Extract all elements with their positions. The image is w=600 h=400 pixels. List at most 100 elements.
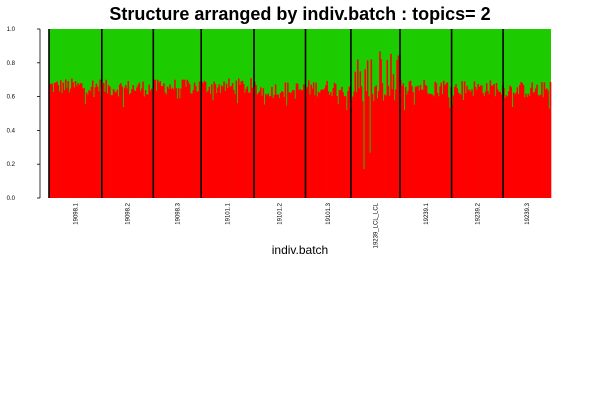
sample-bar: [138, 82, 141, 198]
sample-bar: [477, 83, 479, 198]
sample-bar: [402, 83, 405, 198]
sample-bar: [519, 85, 521, 198]
sample-bar: [80, 83, 83, 198]
sample-bar: [273, 94, 276, 198]
sample-bar: [196, 91, 198, 198]
sample-bar: [358, 88, 360, 198]
sample-bar: [380, 59, 382, 198]
sample-bar: [332, 87, 335, 198]
sample-bar: [337, 103, 339, 198]
sample-bar: [546, 88, 548, 198]
sample-bar: [492, 85, 494, 198]
sample-bar: [484, 91, 487, 198]
sample-bar: [225, 83, 228, 198]
sample-bar: [103, 83, 105, 198]
sample-bar: [60, 80, 62, 198]
sample-bar: [433, 96, 435, 198]
sample-bar: [449, 107, 451, 198]
sample-bar: [285, 105, 288, 198]
x-tick-label: 19101.2: [278, 202, 284, 224]
sample-bar: [412, 92, 414, 198]
sample-bar: [328, 94, 331, 198]
sample-bar: [228, 78, 230, 198]
sample-bar: [274, 84, 277, 198]
sample-bar: [223, 81, 225, 198]
sample-bar: [56, 81, 58, 198]
sample-bar: [131, 89, 133, 198]
x-tick-label: 19101.1: [226, 202, 232, 224]
sample-bar: [160, 86, 163, 198]
sample-bar: [458, 93, 461, 198]
sample-bar: [478, 86, 481, 198]
sample-bar: [360, 86, 363, 198]
y-tick-label: 0.0: [7, 196, 16, 202]
sample-bar: [296, 83, 299, 198]
sample-bar: [457, 92, 460, 198]
sample-bar: [505, 95, 508, 198]
sample-bar: [89, 91, 92, 198]
sample-bar: [489, 80, 492, 198]
sample-bar: [139, 91, 142, 198]
sample-bar: [306, 87, 309, 198]
sample-bar: [161, 86, 164, 198]
sample-bar: [420, 89, 423, 198]
sample-bar: [471, 89, 473, 198]
sample-bar: [191, 93, 193, 198]
sample-bar: [539, 94, 542, 198]
sample-bar: [462, 100, 465, 198]
sample-bar: [235, 80, 238, 198]
sample-bar: [143, 96, 146, 198]
sample-bar: [403, 110, 406, 198]
y-tick-label: 0.4: [7, 128, 16, 134]
sample-bar: [71, 78, 73, 198]
sample-bar: [320, 90, 322, 198]
sample-bar: [256, 94, 258, 198]
sample-bar: [159, 81, 161, 198]
sample-bar: [343, 96, 346, 198]
sample-bar: [440, 82, 443, 198]
sample-bar: [469, 91, 472, 198]
sample-bar: [387, 85, 390, 198]
sample-bar: [490, 85, 493, 198]
sample-bar: [441, 94, 444, 198]
sample-bar: [415, 86, 418, 198]
sample-bar: [488, 94, 490, 198]
sample-bar: [249, 92, 251, 198]
sample-bar: [130, 93, 132, 198]
sample-bar: [498, 91, 500, 198]
sample-bar: [298, 90, 300, 198]
sample-bar: [94, 87, 96, 198]
sample-bar: [157, 79, 159, 198]
sample-bar: [516, 87, 519, 198]
sample-bar: [55, 82, 57, 198]
sample-bar: [355, 92, 358, 198]
sample-bar: [165, 94, 168, 198]
sample-bar: [429, 93, 432, 198]
sample-bar: [118, 84, 121, 198]
sample-bar: [396, 60, 398, 199]
sample-bar: [251, 87, 254, 198]
sample-bar: [377, 91, 380, 198]
sample-bar: [321, 89, 324, 198]
sample-bar: [344, 96, 347, 198]
sample-bar: [142, 81, 144, 198]
sample-bar: [452, 95, 455, 198]
sample-bar: [257, 93, 260, 198]
sample-bar: [110, 95, 112, 198]
sample-bar: [482, 93, 484, 198]
sample-bar: [413, 104, 416, 198]
sample-bar: [172, 89, 175, 198]
sample-bar: [61, 93, 63, 198]
sample-bar: [411, 86, 413, 198]
sample-bar: [366, 60, 369, 199]
sample-bar: [424, 84, 427, 198]
x-tick-label: 19098.2: [126, 202, 132, 224]
sample-bar: [333, 82, 336, 198]
sample-bar: [73, 87, 76, 198]
sample-bar: [316, 96, 319, 198]
sample-bar: [414, 86, 417, 198]
sample-bar: [299, 89, 301, 198]
sample-bar: [346, 110, 348, 198]
y-axis: 0.0 0.2 0.4 0.6 0.8 1.0: [7, 27, 41, 202]
